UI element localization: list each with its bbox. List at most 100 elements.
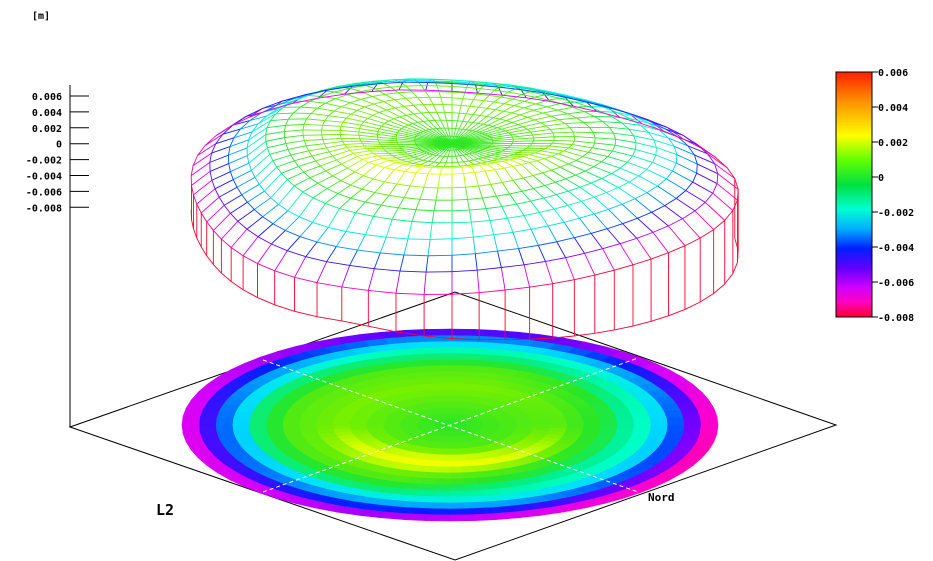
mesh-line xyxy=(513,140,534,142)
mesh-line xyxy=(513,177,524,181)
disk-cell xyxy=(466,423,484,426)
mesh-line xyxy=(445,156,449,163)
mesh-line xyxy=(362,143,381,145)
mesh-line xyxy=(486,160,493,163)
disk-cell xyxy=(616,424,635,432)
mesh-line xyxy=(502,179,514,183)
mesh-line xyxy=(530,229,539,246)
mesh-line xyxy=(265,141,268,148)
mesh-line xyxy=(420,160,429,166)
mesh-line xyxy=(428,97,434,105)
mesh-line xyxy=(358,131,378,135)
mesh-line xyxy=(483,100,495,103)
mesh-line xyxy=(388,160,396,163)
mesh-line xyxy=(475,124,489,132)
mesh-line xyxy=(258,166,278,185)
colorbar-tick-label: -0.004 xyxy=(878,243,914,254)
mesh-line xyxy=(594,116,604,123)
disk-cell xyxy=(332,424,351,429)
mesh-line xyxy=(611,167,621,174)
mesh-line xyxy=(493,117,501,120)
mesh-line xyxy=(593,196,609,210)
mesh-line xyxy=(361,178,374,190)
mesh-line xyxy=(478,106,488,109)
mesh-line xyxy=(699,229,714,239)
mesh-line xyxy=(523,175,534,179)
mesh-line xyxy=(310,112,329,117)
mesh-line xyxy=(251,170,256,178)
mesh-line xyxy=(272,210,289,225)
mesh-line xyxy=(476,270,480,293)
disk-cell xyxy=(365,424,384,428)
mesh-line xyxy=(501,182,510,195)
mesh-line xyxy=(433,139,435,141)
mesh-line xyxy=(385,219,393,238)
mesh-line xyxy=(315,160,321,167)
mesh-line xyxy=(397,92,407,99)
mesh-line xyxy=(521,188,534,192)
mesh-line xyxy=(271,230,286,245)
mesh-line xyxy=(466,113,474,115)
mesh-line xyxy=(564,217,580,223)
mesh-line xyxy=(675,154,678,164)
mesh-line xyxy=(407,221,413,240)
mesh-line xyxy=(466,153,470,156)
mesh-line xyxy=(374,192,390,196)
mesh-line xyxy=(682,218,701,239)
mesh-line xyxy=(293,160,299,167)
mesh-line xyxy=(341,286,369,291)
disk-cell xyxy=(198,424,217,434)
mesh-line xyxy=(303,165,321,173)
mesh-line xyxy=(545,148,565,152)
mesh-line xyxy=(593,161,602,168)
mesh-line xyxy=(465,106,471,114)
mesh-line xyxy=(472,106,479,115)
mesh-line xyxy=(521,164,534,176)
mesh-line xyxy=(696,164,698,174)
mesh-line xyxy=(386,236,409,240)
mesh-line xyxy=(480,149,484,151)
mesh-line xyxy=(620,167,640,177)
disk-cell xyxy=(483,423,501,426)
mesh-line xyxy=(375,160,389,166)
mesh-line xyxy=(288,112,294,120)
mesh-line xyxy=(357,152,374,157)
mesh-line xyxy=(692,181,714,194)
mesh-line xyxy=(499,118,507,122)
mesh-line xyxy=(423,272,427,295)
mesh-line xyxy=(551,155,569,165)
mesh-line xyxy=(429,153,433,156)
mesh-line xyxy=(457,161,464,163)
disk-cell xyxy=(429,340,451,348)
mesh-line xyxy=(420,130,424,133)
mesh-line xyxy=(403,238,409,256)
mesh-line xyxy=(326,180,342,190)
mesh-line xyxy=(281,172,288,180)
mesh-line xyxy=(362,158,369,163)
wireframe-surface xyxy=(190,78,739,341)
disk-cell xyxy=(449,328,474,336)
disk-cell xyxy=(680,432,701,441)
mesh-line xyxy=(435,145,437,148)
mesh-line xyxy=(494,169,503,183)
mesh-line xyxy=(375,86,391,90)
mesh-line xyxy=(503,103,515,107)
mesh-line xyxy=(469,99,474,107)
mesh-line xyxy=(594,208,609,215)
mesh-line xyxy=(319,165,327,172)
disk-cell xyxy=(649,424,669,433)
mesh-line xyxy=(472,151,476,154)
mesh-line xyxy=(270,197,279,205)
disk-cell xyxy=(465,352,486,361)
mesh-line xyxy=(668,245,686,254)
mesh-line xyxy=(549,129,554,134)
mesh-line xyxy=(396,183,411,187)
mesh-line xyxy=(477,151,491,156)
mesh-line xyxy=(469,210,472,223)
mesh-line xyxy=(451,97,463,100)
mesh-line xyxy=(379,109,387,113)
mesh-line xyxy=(530,197,544,202)
mesh-line xyxy=(342,141,345,145)
disk-cell xyxy=(265,424,284,432)
mesh-line xyxy=(350,113,368,119)
